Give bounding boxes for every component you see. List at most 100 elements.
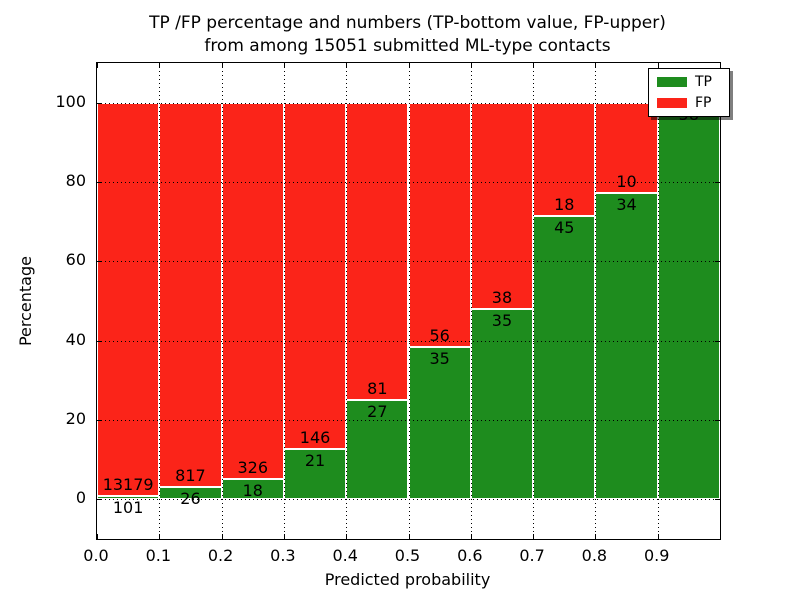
legend-label-fp: FP: [695, 95, 712, 111]
y-tick-left-0: [97, 499, 102, 501]
y-tick-left-40: [97, 340, 102, 342]
x-tick-bottom-10: [720, 534, 721, 539]
fp-count-label-0: 13179: [102, 475, 154, 495]
fp-count-label-4: 81: [367, 379, 388, 399]
bar-fp-4: [346, 102, 409, 401]
y-tick-left-20: [97, 420, 102, 421]
gridline-y-60: [97, 261, 720, 263]
x-tick-top-3: [283, 63, 285, 68]
chart-title: TP /FP percentage and numbers (TP-bottom…: [96, 12, 719, 58]
tp-count-label-4: 27: [367, 402, 388, 422]
gridline-y-100: [97, 102, 720, 104]
x-tick-bottom-9: [657, 534, 659, 539]
bar-tp-7: [533, 215, 596, 500]
y-tick-label-0: 0: [75, 488, 86, 508]
gridline-x-1: [159, 63, 161, 539]
gridline-x-7: [533, 63, 535, 539]
tp-count-label-7: 45: [554, 217, 575, 237]
gridline-y-20: [97, 420, 720, 421]
legend-label-tp: TP: [695, 74, 712, 90]
bar-fp-5: [408, 102, 471, 347]
y-axis-label: Percentage: [16, 256, 35, 347]
gridline-x-6: [470, 63, 472, 539]
x-tick-bottom-6: [470, 534, 472, 539]
chart-title-line1: TP /FP percentage and numbers (TP-bottom…: [149, 13, 666, 33]
x-tick-top-4: [346, 63, 348, 68]
legend: TP FP: [648, 68, 730, 117]
y-tick-left-100: [97, 102, 102, 104]
x-tick-bottom-0: [97, 534, 98, 539]
y-tick-right-60: [715, 261, 720, 263]
x-tick-bottom-8: [595, 534, 597, 539]
tp-count-label-3: 21: [304, 451, 326, 471]
bar-fp-7: [533, 102, 596, 216]
x-tick-label-0.7: 0.7: [519, 546, 545, 565]
fp-count-label-8: 10: [616, 171, 637, 191]
gridline-x-2: [221, 63, 223, 539]
plot-area: TP FP 13179 101 817 26 326 18 146 21 81 27 56 35 38 35…: [96, 62, 730, 540]
legend-swatch-fp: [657, 98, 687, 108]
tp-count-label-0: 101: [112, 498, 144, 518]
gridline-y-40: [97, 340, 720, 342]
x-tick-bottom-4: [346, 534, 348, 539]
x-tick-label-0.5: 0.5: [394, 546, 421, 565]
fp-count-label-5: 56: [429, 325, 450, 345]
y-tick-label-80: 80: [65, 171, 86, 190]
tp-count-label-6: 35: [491, 311, 513, 331]
x-tick-top-6: [470, 63, 472, 68]
x-tick-label-0.9: 0.9: [643, 546, 670, 565]
x-tick-top-7: [533, 63, 535, 68]
legend-swatch-tp: [657, 77, 687, 87]
bar-fp-2: [221, 102, 284, 479]
y-tick-label-100: 100: [55, 91, 86, 111]
x-tick-bottom-2: [221, 534, 223, 539]
tp-count-label-8: 34: [616, 194, 637, 214]
tp-count-label-5: 35: [429, 348, 450, 368]
fp-count-label-6: 38: [491, 288, 513, 308]
gridline-x-4: [346, 63, 348, 539]
bar-fp-3: [283, 102, 347, 450]
x-tick-bottom-5: [408, 534, 410, 539]
gridline-x-9: [657, 63, 659, 539]
x-tick-label-0.6: 0.6: [457, 546, 483, 565]
gridline-y-0: [97, 499, 720, 501]
x-tick-label-0.2: 0.2: [207, 546, 234, 565]
chart-title-line2: from among 15051 submitted ML-type conta…: [204, 36, 611, 56]
gridline-x-5: [408, 63, 410, 539]
y-tick-label-40: 40: [65, 329, 86, 349]
tp-count-label-1: 26: [180, 489, 201, 509]
x-tick-label-0.1: 0.1: [145, 546, 172, 565]
x-tick-top-5: [408, 63, 410, 68]
x-tick-label-0.8: 0.8: [581, 546, 608, 565]
x-tick-bottom-7: [533, 534, 535, 539]
tp-count-label-2: 18: [242, 480, 263, 500]
bar-tp-8: [595, 192, 658, 500]
y-tick-right-80: [715, 182, 720, 183]
y-tick-label-60: 60: [65, 250, 86, 270]
bar-tp-5: [408, 346, 471, 500]
y-tick-right-20: [715, 420, 720, 421]
fp-count-label-7: 18: [554, 194, 575, 214]
bar-tp-9: [657, 102, 720, 500]
x-tick-bottom-3: [283, 534, 285, 539]
x-tick-label-0.0: 0.0: [83, 546, 109, 565]
gridline-y-80: [97, 182, 720, 183]
x-tick-label-0.4: 0.4: [332, 546, 358, 565]
y-tick-right-40: [715, 340, 720, 342]
legend-entry-fp: FP: [657, 96, 721, 110]
bar-tp-4: [346, 400, 409, 500]
gridline-x-8: [595, 63, 597, 539]
x-tick-top-10: [720, 63, 721, 68]
fp-count-label-2: 326: [237, 457, 269, 477]
y-tick-left-80: [97, 182, 102, 183]
fp-count-label-1: 817: [175, 466, 206, 486]
x-axis-label: Predicted probability: [324, 570, 491, 589]
x-tick-bottom-1: [159, 534, 161, 539]
x-tick-top-8: [595, 63, 597, 68]
x-tick-top-0: [97, 63, 98, 68]
x-tick-label-0.3: 0.3: [270, 546, 296, 565]
bar-tp-6: [470, 309, 534, 500]
x-tick-top-1: [159, 63, 161, 68]
legend-entry-tp: TP: [657, 75, 721, 89]
